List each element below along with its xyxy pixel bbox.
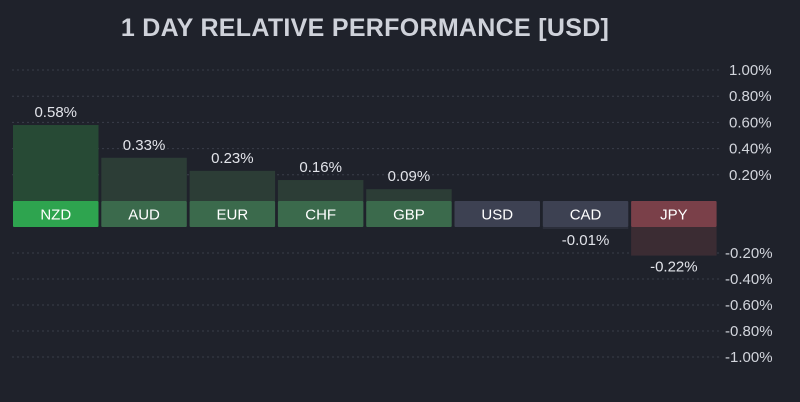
bar-nzd (13, 125, 99, 201)
value-label-nzd: 0.58% (34, 104, 77, 121)
y-tick-label: 0.40% (729, 141, 772, 158)
category-box-usd (454, 201, 540, 227)
value-label-gbp: 0.09% (388, 168, 431, 185)
y-tick-label: -0.40% (725, 271, 773, 288)
bar-gbp (366, 189, 452, 201)
y-tick-label: -1.00% (725, 349, 773, 366)
category-box-jpy (631, 201, 717, 227)
category-box-chf (277, 201, 364, 227)
y-tick-label: -0.80% (725, 323, 773, 340)
category-box-eur (189, 201, 276, 227)
y-tick-label: -0.60% (725, 297, 773, 314)
category-box-cad (542, 201, 629, 227)
y-tick-label: 0.80% (729, 88, 772, 105)
category-box-aud (101, 201, 187, 227)
bar-eur (189, 170, 276, 201)
category-label-jpy: JPY (660, 207, 688, 224)
bar-chf (277, 180, 364, 201)
bars: NZD 0.58% AUD 0.33% EUR 0.23% CHF 0.16% GBP 0.09%… (13, 104, 717, 276)
value-label-jpy: -0.22% (650, 259, 698, 276)
grid-lines (12, 69, 720, 358)
y-tick-label: 1.00% (729, 62, 772, 79)
category-label-chf: CHF (305, 207, 336, 224)
value-label-aud: 0.33% (123, 137, 166, 154)
category-box-gbp (366, 201, 452, 227)
category-box-nzd (13, 201, 99, 227)
value-label-cad: -0.01% (562, 232, 610, 249)
category-label-usd: USD (481, 207, 513, 224)
chart-title: 1 DAY RELATIVE PERFORMANCE [USD] (120, 14, 610, 42)
bar-jpy (631, 227, 717, 256)
category-label-nzd: NZD (40, 207, 71, 224)
value-label-chf: 0.16% (299, 159, 342, 176)
y-tick-label: 0.20% (729, 167, 772, 184)
y-tick-label: -0.20% (725, 245, 773, 262)
y-axis-ticks: 1.00% 0.80% 0.60% 0.40% 0.20% -0.20% -0.40% -0.… (725, 62, 773, 366)
category-label-aud: AUD (128, 207, 160, 224)
category-label-eur: EUR (217, 207, 249, 224)
value-label-eur: 0.23% (211, 150, 254, 167)
y-tick-label: 0.60% (729, 114, 772, 131)
bar-aud (101, 157, 187, 201)
category-label-gbp: GBP (393, 207, 425, 224)
bar-cad (542, 227, 629, 229)
category-label-cad: CAD (570, 207, 602, 224)
